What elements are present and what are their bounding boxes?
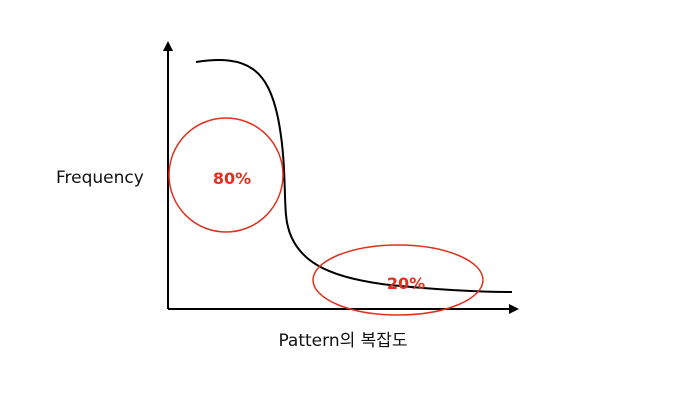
distribution-curve [195, 59, 513, 293]
tail-region-ellipse [312, 244, 484, 316]
head-region-circle [168, 117, 284, 233]
tail-percentage-label: 20% [387, 274, 425, 293]
y-axis-label: Frequency [56, 168, 144, 188]
x-axis-label: Pattern의 복잡도 [278, 331, 407, 351]
head-percentage-label: 80% [213, 169, 251, 188]
